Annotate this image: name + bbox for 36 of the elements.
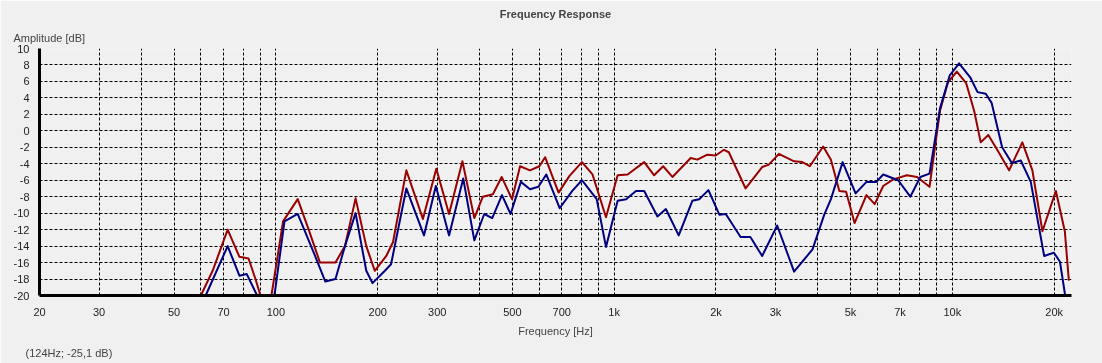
y-tick-label: -4 <box>19 157 30 170</box>
x-tick-label: 1k <box>608 305 621 318</box>
y-tick-label: 4 <box>23 91 30 104</box>
chart-title: Frequency Response <box>499 7 612 20</box>
x-tick-label: 100 <box>266 305 286 318</box>
x-tick-label: 3k <box>769 305 782 318</box>
x-axis-title: Frequency [Hz] <box>518 324 593 337</box>
x-tick-label: 70 <box>217 305 230 318</box>
x-tick-label: 200 <box>368 305 387 318</box>
y-tick-label: -16 <box>13 256 30 269</box>
y-tick-label: -6 <box>19 174 30 187</box>
x-tick-label: 20 <box>33 305 46 318</box>
y-axis-title: Amplitude [dB] <box>13 31 86 44</box>
x-tick-label: 30 <box>92 305 106 318</box>
x-tick-label: 20k <box>1045 305 1064 318</box>
y-tick-label: -14 <box>13 240 30 253</box>
y-tick-label: -8 <box>19 190 30 203</box>
y-tick-label: 8 <box>23 58 30 71</box>
y-tick-label: -20 <box>13 289 30 302</box>
text: (124Hz; -25,1 dB) <box>25 346 113 359</box>
x-tick-label: 10k <box>943 305 962 318</box>
y-tick-label: -12 <box>13 223 30 236</box>
y-tick-label: 6 <box>23 75 30 88</box>
x-tick-label: 7k <box>894 305 907 318</box>
y-tick-label: 2 <box>23 108 30 121</box>
x-tick-label: 2k <box>710 305 723 318</box>
y-tick-label: 10 <box>17 42 30 55</box>
x-tick-label: 300 <box>428 305 447 318</box>
y-tick-label: -2 <box>19 141 30 154</box>
x-tick-label: 5k <box>844 305 857 318</box>
y-tick-label: -18 <box>13 273 30 286</box>
x-tick-label: 700 <box>552 305 571 318</box>
y-tick-label: -10 <box>13 207 30 220</box>
x-tick-label: 500 <box>503 305 522 318</box>
y-tick-label: 0 <box>23 124 30 137</box>
x-tick-label: 50 <box>167 305 181 318</box>
